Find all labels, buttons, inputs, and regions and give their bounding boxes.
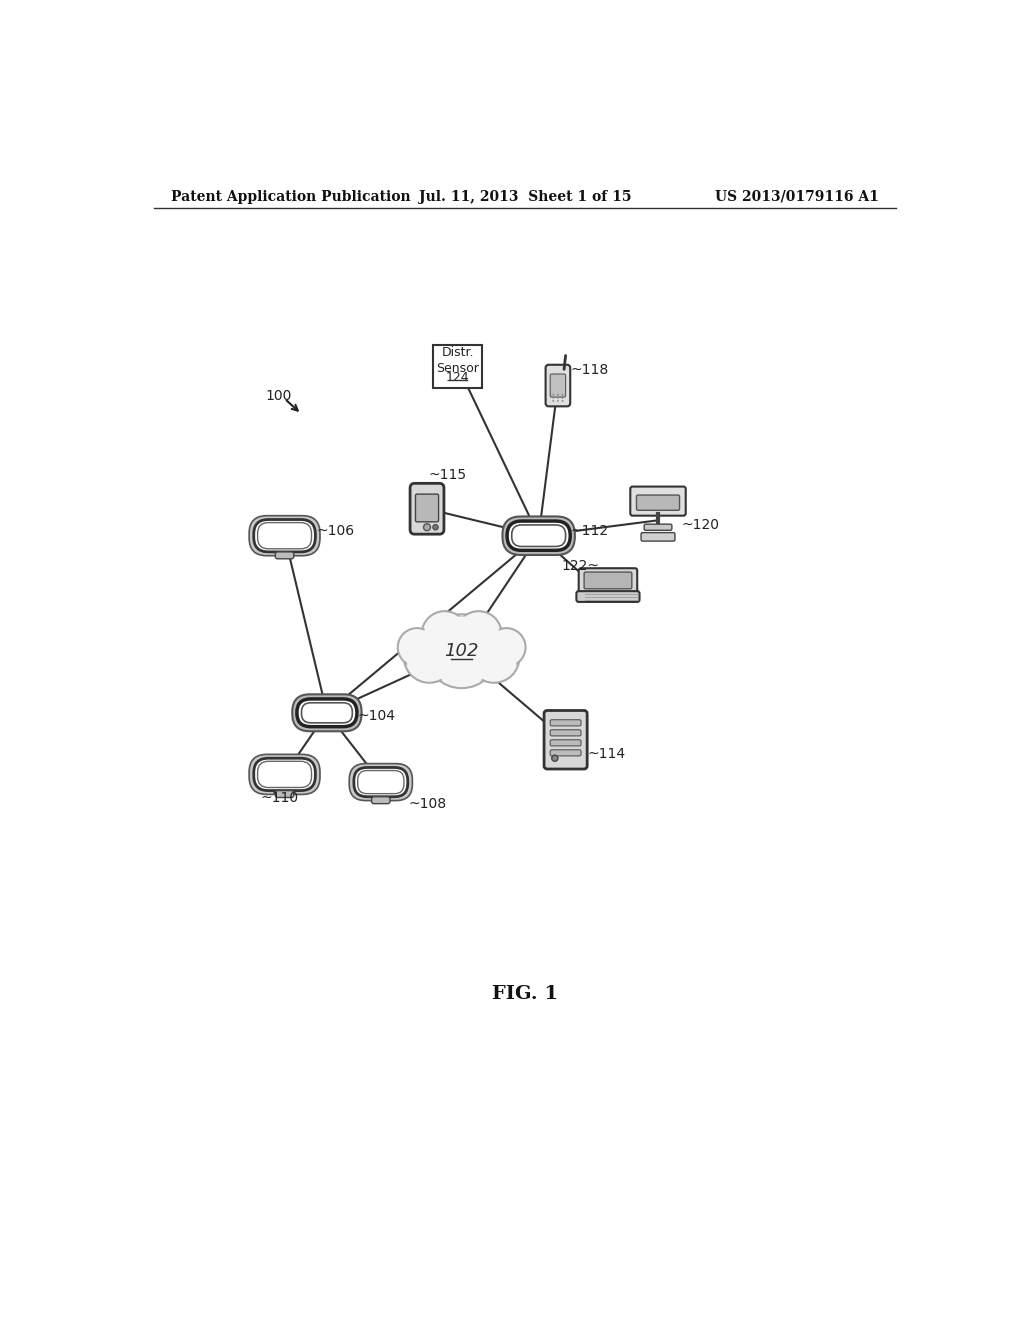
FancyBboxPatch shape xyxy=(550,374,565,397)
FancyBboxPatch shape xyxy=(433,345,482,388)
FancyBboxPatch shape xyxy=(579,568,637,594)
Text: ~110: ~110 xyxy=(261,791,299,804)
Circle shape xyxy=(433,524,438,529)
Text: ~112: ~112 xyxy=(571,524,609,539)
FancyBboxPatch shape xyxy=(584,572,632,589)
FancyBboxPatch shape xyxy=(410,483,444,535)
Circle shape xyxy=(456,611,502,657)
Circle shape xyxy=(471,635,517,681)
Text: ~118: ~118 xyxy=(570,363,608,378)
Text: FIG. 1: FIG. 1 xyxy=(492,985,558,1003)
Text: US 2013/0179116 A1: US 2013/0179116 A1 xyxy=(715,190,879,203)
FancyBboxPatch shape xyxy=(258,523,311,549)
Circle shape xyxy=(458,614,500,655)
FancyBboxPatch shape xyxy=(507,521,570,550)
Text: Jul. 11, 2013  Sheet 1 of 15: Jul. 11, 2013 Sheet 1 of 15 xyxy=(419,190,631,203)
FancyBboxPatch shape xyxy=(641,533,675,541)
FancyBboxPatch shape xyxy=(254,520,315,552)
Circle shape xyxy=(561,400,563,401)
FancyBboxPatch shape xyxy=(254,758,315,791)
Text: 124: 124 xyxy=(446,371,470,384)
FancyBboxPatch shape xyxy=(292,694,361,731)
Text: ~106: ~106 xyxy=(316,524,355,539)
FancyBboxPatch shape xyxy=(550,730,581,737)
Circle shape xyxy=(424,614,466,655)
FancyBboxPatch shape xyxy=(258,762,311,788)
FancyBboxPatch shape xyxy=(503,516,574,554)
Circle shape xyxy=(397,628,436,667)
Circle shape xyxy=(557,397,559,399)
Circle shape xyxy=(469,632,519,682)
Text: Patent Application Publication: Patent Application Publication xyxy=(171,190,411,203)
Circle shape xyxy=(561,393,563,396)
Circle shape xyxy=(552,393,554,396)
Text: Distr.
Sensor: Distr. Sensor xyxy=(436,346,479,375)
Circle shape xyxy=(422,611,468,657)
Circle shape xyxy=(557,393,559,396)
Text: 100: 100 xyxy=(265,388,292,403)
FancyBboxPatch shape xyxy=(357,771,403,793)
FancyBboxPatch shape xyxy=(550,739,581,746)
FancyBboxPatch shape xyxy=(637,495,680,511)
FancyBboxPatch shape xyxy=(544,710,587,770)
FancyBboxPatch shape xyxy=(275,791,294,797)
Circle shape xyxy=(432,622,490,681)
FancyBboxPatch shape xyxy=(546,364,570,407)
Text: ~115: ~115 xyxy=(429,467,467,482)
Text: ~108: ~108 xyxy=(409,797,446,810)
Circle shape xyxy=(427,616,497,686)
Text: ~120: ~120 xyxy=(681,517,719,532)
FancyBboxPatch shape xyxy=(631,487,686,516)
Circle shape xyxy=(400,631,434,664)
FancyBboxPatch shape xyxy=(249,516,319,556)
FancyBboxPatch shape xyxy=(512,525,565,546)
Circle shape xyxy=(487,628,525,667)
Text: 102: 102 xyxy=(444,643,479,660)
Circle shape xyxy=(425,614,499,688)
Circle shape xyxy=(552,755,558,762)
Circle shape xyxy=(489,631,523,664)
FancyBboxPatch shape xyxy=(372,797,390,804)
Text: 122~: 122~ xyxy=(562,560,600,573)
FancyBboxPatch shape xyxy=(550,719,581,726)
FancyBboxPatch shape xyxy=(249,755,319,795)
FancyBboxPatch shape xyxy=(644,524,672,531)
Circle shape xyxy=(403,632,455,682)
Circle shape xyxy=(552,397,554,399)
FancyBboxPatch shape xyxy=(275,552,294,558)
Circle shape xyxy=(561,397,563,399)
FancyBboxPatch shape xyxy=(577,591,640,602)
Text: ~104: ~104 xyxy=(357,709,395,723)
Text: ~114: ~114 xyxy=(587,747,626,760)
FancyBboxPatch shape xyxy=(354,767,408,797)
FancyBboxPatch shape xyxy=(416,494,438,521)
FancyBboxPatch shape xyxy=(297,700,357,726)
FancyBboxPatch shape xyxy=(349,763,413,800)
Circle shape xyxy=(557,400,559,401)
Circle shape xyxy=(552,400,554,401)
Circle shape xyxy=(407,635,453,681)
FancyBboxPatch shape xyxy=(301,702,352,723)
FancyBboxPatch shape xyxy=(550,750,581,756)
Circle shape xyxy=(424,524,430,531)
